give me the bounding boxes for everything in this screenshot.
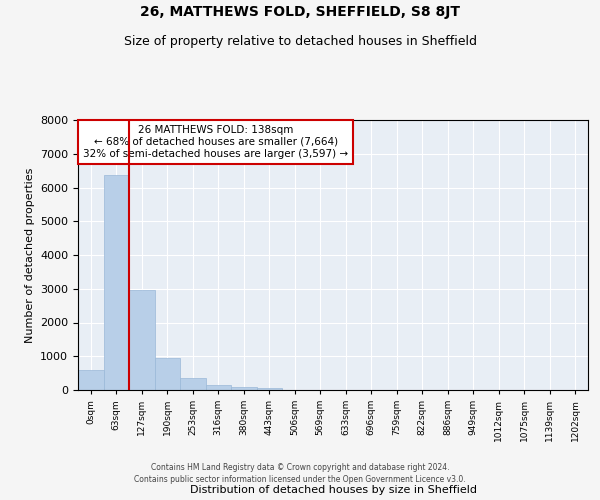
Bar	[205, 385, 231, 390]
Text: 26 MATTHEWS FOLD: 138sqm
← 68% of detached houses are smaller (7,664)
32% of sem: 26 MATTHEWS FOLD: 138sqm ← 68% of detach…	[83, 126, 348, 158]
Text: Contains HM Land Registry data © Crown copyright and database right 2024.: Contains HM Land Registry data © Crown c…	[151, 464, 449, 472]
Bar	[231, 387, 257, 390]
Bar	[155, 358, 180, 390]
Bar	[104, 175, 129, 390]
Text: Contains public sector information licensed under the Open Government Licence v3: Contains public sector information licen…	[134, 475, 466, 484]
Bar	[257, 388, 282, 390]
Text: Distribution of detached houses by size in Sheffield: Distribution of detached houses by size …	[190, 485, 476, 495]
Bar	[129, 290, 155, 390]
Bar	[180, 378, 205, 390]
Text: Size of property relative to detached houses in Sheffield: Size of property relative to detached ho…	[124, 35, 476, 48]
Text: 26, MATTHEWS FOLD, SHEFFIELD, S8 8JT: 26, MATTHEWS FOLD, SHEFFIELD, S8 8JT	[140, 5, 460, 19]
Y-axis label: Number of detached properties: Number of detached properties	[25, 168, 35, 342]
Bar	[78, 370, 104, 390]
